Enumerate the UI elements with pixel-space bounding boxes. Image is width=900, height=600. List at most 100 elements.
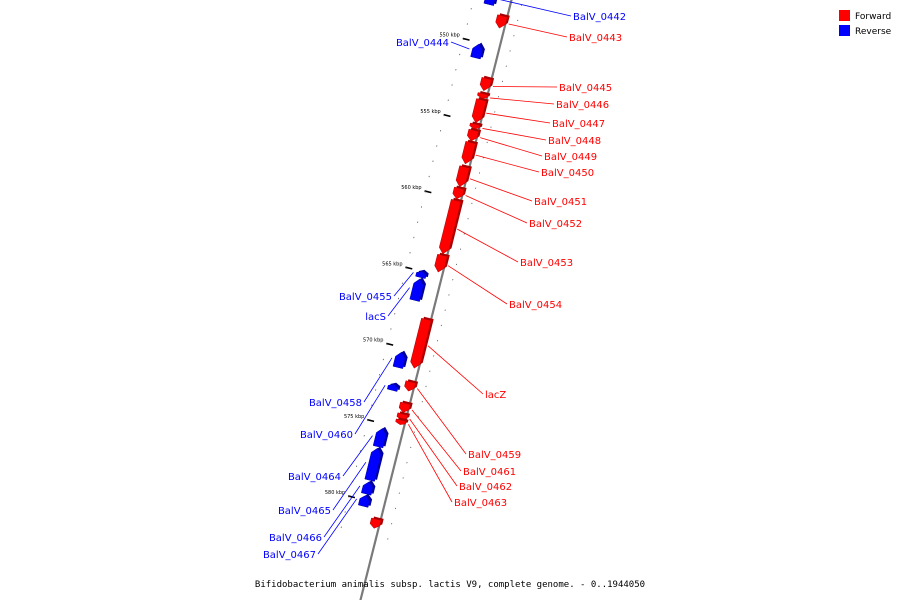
label-leaders — [317, 0, 572, 555]
gene-label[interactable]: lacS — [365, 312, 386, 323]
gene-arrow[interactable] — [469, 122, 481, 130]
gene-lacZ[interactable] — [410, 316, 434, 369]
gene-arrow[interactable] — [439, 198, 462, 255]
gene-arrow[interactable] — [409, 278, 424, 302]
gene-arrow[interactable] — [452, 186, 465, 200]
gene-arrow[interactable] — [357, 495, 370, 508]
gene-BalV_0467[interactable] — [357, 494, 373, 508]
gene-BalV_0444[interactable] — [470, 42, 485, 60]
minor-ticks — [340, 4, 523, 540]
gene-BalV_0446[interactable] — [477, 91, 491, 99]
gene-BalV_0464[interactable] — [372, 426, 389, 449]
gene-label[interactable]: lacZ — [485, 390, 506, 401]
gene-BalV_0452[interactable] — [452, 185, 467, 200]
label-leader — [332, 462, 367, 511]
gene-arrow[interactable] — [467, 128, 479, 142]
gene-arrow[interactable] — [369, 517, 382, 529]
gene-BalV_0458[interactable] — [392, 350, 408, 369]
gene-BalV_0450[interactable] — [461, 139, 478, 165]
label-leader — [393, 272, 414, 297]
gene-label[interactable]: BalV_0446 — [556, 100, 609, 111]
gene-label[interactable]: BalV_0460 — [300, 430, 353, 441]
gene-label[interactable]: BalV_0442 — [573, 12, 626, 23]
tick-label: 560 kbp — [401, 185, 421, 191]
gene-BalV_0466[interactable] — [360, 480, 376, 496]
gene-label[interactable]: BalV_0454 — [509, 300, 562, 311]
gene-BalV_0459[interactable] — [404, 379, 419, 392]
label-leader — [354, 385, 386, 435]
label-leader — [408, 424, 453, 503]
label-leader — [499, 0, 572, 17]
legend-item-forward: Forward — [839, 10, 891, 22]
tick-mark — [405, 266, 413, 270]
tick-label: 565 kbp — [382, 261, 402, 267]
tick-mark — [386, 342, 394, 346]
gene-arrow[interactable] — [483, 0, 496, 6]
gene-label[interactable]: BalV_0461 — [463, 467, 516, 478]
label-leader — [447, 265, 508, 305]
gene-label[interactable]: BalV_0443 — [569, 33, 622, 44]
gene-label[interactable]: BalV_0449 — [544, 152, 597, 163]
gene-label[interactable]: BalV_0448 — [548, 136, 601, 147]
gene-arrow[interactable] — [434, 253, 448, 273]
gene-BalV_0447[interactable] — [471, 97, 489, 124]
gene-arrow[interactable] — [392, 351, 406, 369]
gene-label[interactable]: BalV_0452 — [529, 219, 582, 230]
gene-BalV_0461[interactable] — [398, 400, 413, 413]
gene-arrow[interactable] — [386, 383, 399, 392]
gene-label[interactable]: BalV_0458 — [309, 398, 362, 409]
gene-lacS[interactable] — [409, 277, 426, 302]
gene-BalV_0449[interactable] — [467, 127, 482, 142]
gene-BalV_0465[interactable] — [364, 446, 384, 482]
label-leader — [363, 357, 393, 403]
gene-label[interactable]: BalV_0450 — [541, 168, 594, 179]
gene-arrow[interactable] — [470, 43, 483, 60]
label-leader — [457, 228, 519, 263]
gene-BalV_0453[interactable] — [439, 197, 464, 255]
gene-label[interactable]: BalV_0445 — [559, 83, 612, 94]
gene-arrow[interactable] — [395, 418, 407, 425]
gene-label[interactable]: BalV_0447 — [552, 119, 605, 130]
gene-label[interactable]: BalV_0467 — [263, 550, 316, 561]
gene-BalV_0454[interactable] — [434, 252, 450, 273]
label-leader — [469, 178, 533, 202]
gene-label[interactable]: BalV_0465 — [278, 506, 331, 517]
gene-BalV_0443[interactable] — [495, 13, 510, 29]
gene-BalV_0455[interactable] — [415, 269, 429, 279]
gene-label[interactable]: BalV_0444 — [396, 38, 449, 49]
gene-label[interactable]: BalV_0455 — [339, 292, 392, 303]
gene-BalV_0460[interactable] — [386, 382, 401, 392]
gene-label[interactable]: BalV_0466 — [269, 533, 322, 544]
gene-arrow[interactable] — [455, 165, 470, 188]
tick-mark — [367, 418, 375, 423]
tick-label: 550 kbp — [439, 33, 459, 39]
gene-arrow[interactable] — [415, 271, 427, 279]
gene-label[interactable]: BalV_0459 — [468, 450, 521, 461]
gene-label[interactable]: BalV_0451 — [534, 197, 587, 208]
gene-BalV_0445[interactable] — [479, 75, 495, 92]
gene-BalV_0448[interactable] — [469, 121, 483, 130]
gene-BalV_0463[interactable] — [395, 417, 409, 425]
gene-arrow[interactable] — [461, 140, 476, 165]
label-leader — [486, 112, 551, 124]
gene-unnamed[interactable] — [369, 516, 384, 529]
gene-arrow[interactable] — [471, 98, 487, 124]
gene-arrow[interactable] — [495, 14, 508, 29]
gene-label[interactable]: BalV_0453 — [520, 258, 573, 269]
gene-label[interactable]: BalV_0463 — [454, 498, 507, 509]
gene-arrow[interactable] — [404, 380, 416, 392]
gene-BalV_0451[interactable] — [455, 164, 472, 188]
label-leader — [317, 498, 358, 555]
tick-marks: 550 kbp 555 kbp 560 kbp 565 kbp 570 kbp 575 k… — [325, 33, 470, 499]
gene-arrow[interactable] — [360, 481, 374, 496]
gene-arrow[interactable] — [479, 76, 492, 92]
gene-arrow[interactable] — [398, 401, 411, 413]
gene-BalV_0442[interactable] — [483, 0, 498, 6]
gene-arrow[interactable] — [364, 447, 382, 482]
gene-arrow[interactable] — [410, 317, 432, 369]
legend-label-reverse: Reverse — [855, 27, 892, 37]
gene-arrow[interactable] — [372, 428, 387, 449]
gene-label[interactable]: BalV_0464 — [288, 472, 341, 483]
gene-arrow[interactable] — [477, 92, 489, 99]
gene-label[interactable]: BalV_0462 — [459, 482, 512, 493]
